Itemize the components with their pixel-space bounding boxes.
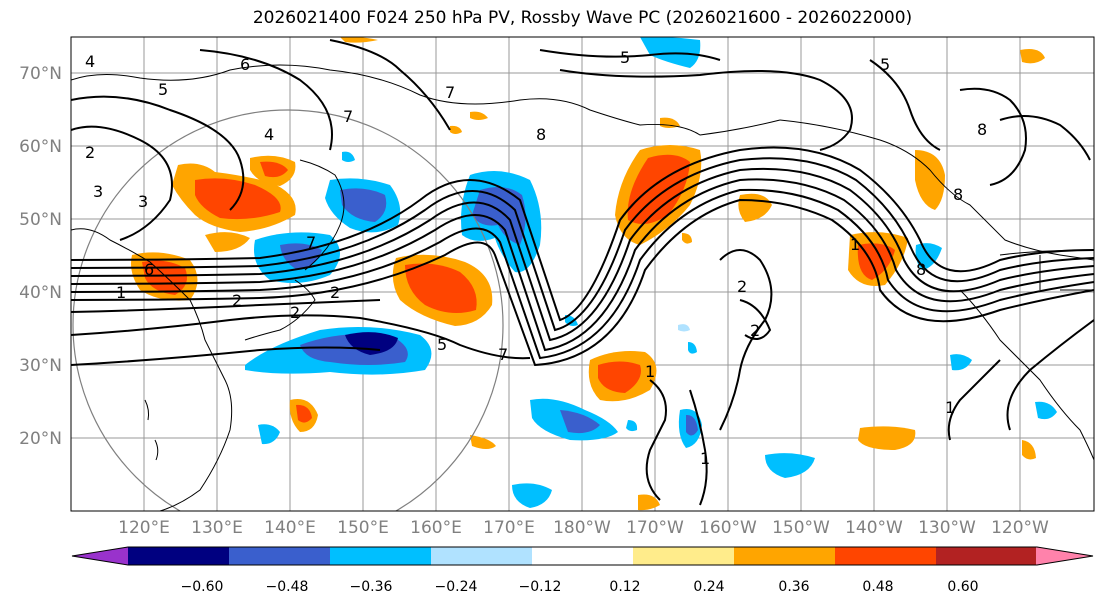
lon-label: 150°E [337,518,389,538]
lon-label: 140°E [264,518,316,538]
colorbar-segment [633,547,735,565]
contour-label: 8 [977,120,987,139]
colorbar-tick-labels: −0.60 −0.48 −0.36 −0.24 −0.12 0.12 0.24 … [181,579,979,595]
contour-label: 4 [85,52,95,71]
colorbar-segment [128,547,230,565]
lon-label: 170°E [483,518,535,538]
lon-label: 170°W [626,518,684,538]
colorbar-segment [229,547,331,565]
contour-label: 5 [437,335,447,354]
contour-label: 7 [445,83,455,102]
contour-label: 1 [645,362,655,381]
lat-label: 60°N [19,137,62,157]
contour-label: 3 [138,192,148,211]
contour-label: 3 [93,182,103,201]
contour-label: 4 [264,125,274,144]
colorbar-tick-label: −0.24 [435,579,478,595]
lon-label: 160°W [699,518,757,538]
lon-label: 150°W [772,518,830,538]
map-title: 2026021400 F024 250 hPa PV, Rossby Wave … [252,8,913,28]
lon-label: 140°W [845,518,903,538]
lat-label: 30°N [19,356,62,376]
contour-label: 1 [700,449,710,468]
contour-label: 6 [240,55,250,74]
colorbar-segment [72,547,129,565]
contour-label: 2 [737,277,747,296]
colorbar [71,546,1094,566]
lon-label: 180°W [553,518,611,538]
lon-label: 130°W [918,518,976,538]
contour-label: 6 [144,260,154,279]
colorbar-tick-label: 0.12 [609,579,640,595]
lat-label: 40°N [19,283,62,303]
colorbar-tick-label: 0.60 [947,579,978,595]
colorbar-tick-label: 0.24 [693,579,724,595]
lon-label: 160°E [410,518,462,538]
contour-label: 5 [880,55,890,74]
contour-label: 8 [953,185,963,204]
colorbar-segment [330,547,432,565]
coastlines [71,64,1094,511]
lat-label: 50°N [19,210,62,230]
lon-label: 120°E [118,518,170,538]
colorbar-tick-label: −0.60 [181,579,224,595]
lat-label: 70°N [19,64,62,84]
contour-label: 2 [330,283,340,302]
colorbar-segment [835,547,937,565]
colorbar-outline [71,546,1094,566]
colorbar-tick-label: 0.48 [862,579,893,595]
contour-label: 2 [85,143,95,162]
contour-label: 2 [232,291,242,310]
lon-label: 130°E [191,518,243,538]
contour-label: 7 [343,107,353,126]
colorbar-tick-label: 0.36 [778,579,809,595]
map-border [70,36,1095,512]
lon-label: 120°W [991,518,1049,538]
latitude-labels: 70°N 60°N 50°N 40°N 30°N 20°N [19,64,62,449]
contour-label: 1 [116,283,126,302]
colorbar-segment [936,547,1038,565]
colorbar-tick-label: −0.36 [350,579,393,595]
contour-label: 8 [916,260,926,279]
contour-label: 2 [750,321,760,340]
colorbar-segment [532,547,634,565]
lat-label: 20°N [19,429,62,449]
contour-label: 2 [290,303,300,322]
contour-label: 1 [850,235,860,254]
colorbar-segment [734,547,836,565]
contour-label: 5 [158,80,168,99]
colorbar-tick-label: −0.12 [519,579,562,595]
contour-label: 1 [945,398,955,417]
colorbar-segment [431,547,533,565]
pv-contours [71,39,1094,506]
longitude-labels: 120°E 130°E 140°E 150°E 160°E 170°E 180°… [118,518,1049,538]
contour-labels: 4 6 5 5 5 7 7 2 3 3 4 7 6 1 2 2 2 5 7 8 … [85,48,987,468]
colorbar-tick-label: −0.48 [266,579,309,595]
great-circle-outline [72,109,504,511]
colorbar-segment [1036,547,1093,565]
contour-label: 5 [620,48,630,67]
contour-label: 7 [498,345,508,364]
contour-label: 8 [536,125,546,144]
positive-anomaly-shading [131,37,1045,511]
contour-label: 7 [306,233,316,252]
